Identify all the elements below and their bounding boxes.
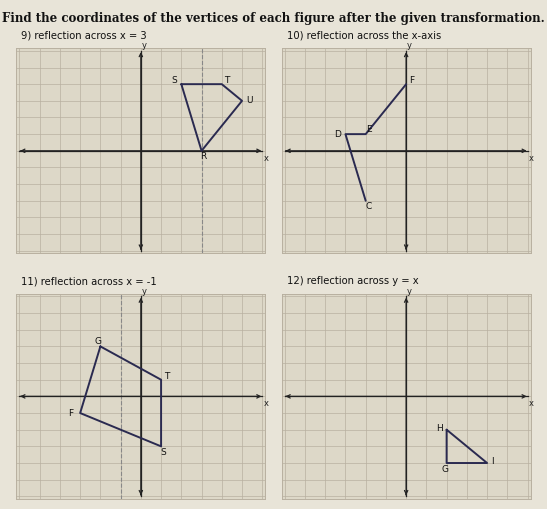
Text: Find the coordinates of the vertices of each figure after the given transformati: Find the coordinates of the vertices of …: [2, 12, 545, 25]
Text: y: y: [406, 41, 412, 50]
Text: H: H: [436, 423, 443, 433]
Text: T: T: [165, 372, 170, 381]
Text: C: C: [365, 202, 372, 211]
Text: x: x: [528, 154, 533, 163]
Text: G: G: [441, 465, 448, 474]
Text: x: x: [263, 400, 268, 408]
Text: 9) reflection across x = 3: 9) reflection across x = 3: [21, 31, 147, 41]
Text: I: I: [491, 457, 494, 466]
Text: R: R: [200, 152, 207, 161]
Text: x: x: [263, 154, 268, 163]
Text: T: T: [224, 75, 230, 84]
Text: 10) reflection across the x-axis: 10) reflection across the x-axis: [287, 31, 441, 41]
Text: F: F: [409, 76, 414, 86]
Text: S: S: [160, 448, 166, 457]
Text: y: y: [141, 287, 147, 296]
Text: y: y: [141, 41, 147, 50]
Text: F: F: [68, 409, 74, 417]
Text: G: G: [95, 336, 102, 346]
Text: S: S: [171, 75, 177, 84]
Text: y: y: [406, 287, 412, 296]
Text: 12) reflection across y = x: 12) reflection across y = x: [287, 276, 418, 286]
Text: x: x: [528, 400, 533, 408]
Text: E: E: [366, 126, 371, 134]
Text: D: D: [334, 130, 341, 138]
Text: U: U: [246, 96, 252, 105]
Text: 11) reflection across x = -1: 11) reflection across x = -1: [21, 276, 157, 286]
